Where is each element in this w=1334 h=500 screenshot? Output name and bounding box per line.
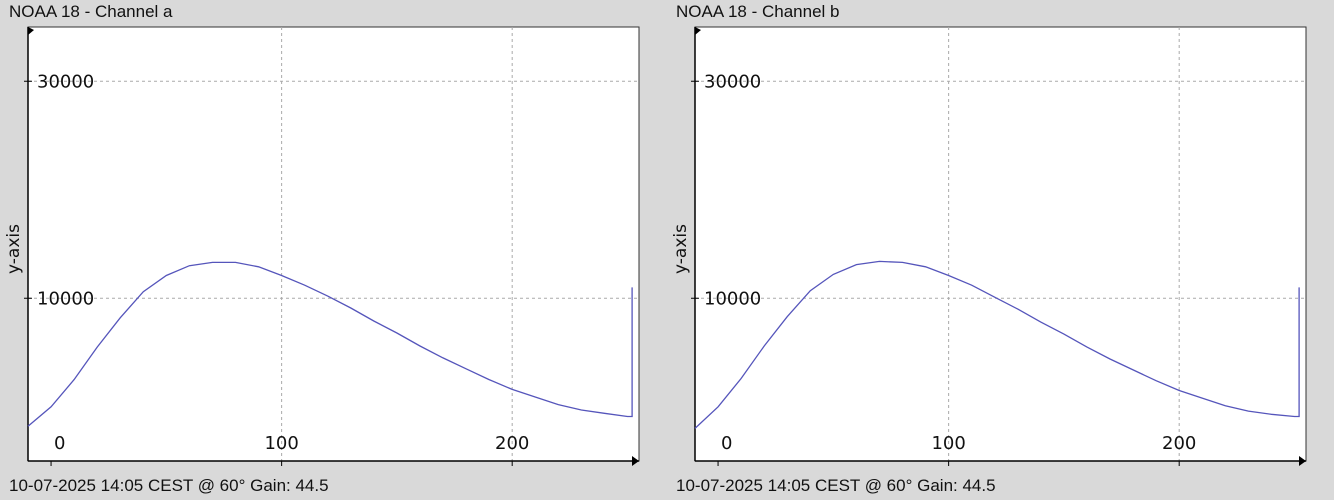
chart-title: NOAA 18 - Channel b xyxy=(676,2,840,21)
x-axis-arrow xyxy=(632,456,639,466)
y-tick-label: 30000 xyxy=(37,71,94,92)
plot-area: 0 100 200 10000 30000 y-axis xyxy=(4,26,640,466)
y-axis-label: y-axis xyxy=(4,224,24,274)
chart-panel-b: NOAA 18 - Channel b 0 100 200 10000 30000 y-a… xyxy=(667,0,1334,500)
x-tick-label: 0 xyxy=(54,433,65,454)
x-tick-label: 200 xyxy=(495,433,529,454)
x-tick-label: 100 xyxy=(264,433,298,454)
x-tick-label: 100 xyxy=(931,433,965,454)
chart-footer: 10-07-2025 14:05 CEST @ 60° Gain: 44.5 xyxy=(9,476,329,495)
y-tick-label: 10000 xyxy=(704,288,761,309)
y-tick-label: 10000 xyxy=(37,288,94,309)
y-axis-arrow xyxy=(695,27,701,35)
x-tick-label: 200 xyxy=(1162,433,1196,454)
plot-area: 0 100 200 10000 30000 y-axis xyxy=(671,26,1307,466)
x-tick-label: 0 xyxy=(721,433,732,454)
series-line xyxy=(27,261,633,427)
y-tick-label: 30000 xyxy=(704,71,761,92)
chart-footer: 10-07-2025 14:05 CEST @ 60° Gain: 44.5 xyxy=(676,476,996,495)
x-axis-arrow xyxy=(1299,456,1306,466)
series-line xyxy=(694,260,1300,429)
chart-panel-a: NOAA 18 - Channel a 0 100 200 10000 30000 y-a… xyxy=(4,2,640,495)
plot-background xyxy=(27,26,640,462)
y-axis-label: y-axis xyxy=(671,224,691,274)
plot-background xyxy=(694,26,1307,462)
y-axis-arrow xyxy=(28,27,34,35)
chart-title: NOAA 18 - Channel a xyxy=(9,2,173,21)
